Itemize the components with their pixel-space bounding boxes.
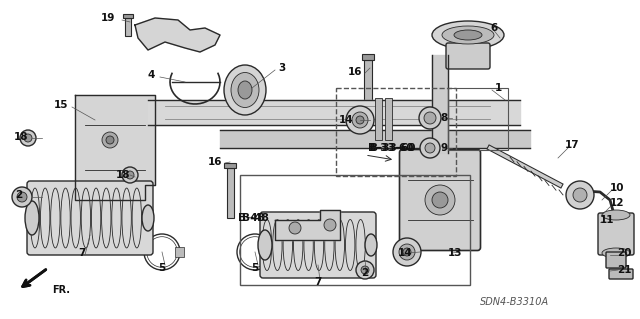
Text: 16: 16 [207,157,222,167]
Circle shape [12,187,32,207]
Circle shape [24,134,32,142]
Text: 1: 1 [495,83,502,93]
Circle shape [393,238,421,266]
Ellipse shape [424,112,436,124]
Bar [385,98,392,140]
Text: 13: 13 [448,248,463,258]
Circle shape [122,167,138,183]
Text: 5: 5 [158,263,166,273]
Bar [364,60,372,115]
Ellipse shape [231,72,259,108]
Text: 7: 7 [314,277,322,287]
Text: 19: 19 [100,13,115,23]
Circle shape [102,132,118,148]
Polygon shape [75,95,155,200]
Ellipse shape [365,234,377,256]
Text: 17: 17 [565,140,580,150]
Bar [227,168,234,218]
Polygon shape [220,130,530,148]
FancyBboxPatch shape [606,252,626,268]
Bar [362,55,374,60]
Text: B-33-60: B-33-60 [370,143,415,153]
Text: 5: 5 [252,263,259,273]
Circle shape [324,219,336,231]
Text: 16: 16 [348,67,362,77]
Ellipse shape [425,143,435,153]
Ellipse shape [238,81,252,99]
Circle shape [17,192,27,202]
FancyBboxPatch shape [598,213,634,255]
Bar [123,14,133,18]
FancyArrowPatch shape [23,270,46,286]
Text: 9: 9 [441,143,448,153]
Circle shape [126,171,134,179]
Polygon shape [148,100,520,125]
Circle shape [346,106,374,134]
Ellipse shape [602,210,630,220]
Text: 6: 6 [490,23,497,33]
Bar [336,88,456,176]
Ellipse shape [602,248,630,258]
Text: 18: 18 [115,170,130,180]
Bar [448,88,508,150]
FancyBboxPatch shape [27,181,153,255]
Circle shape [361,266,369,274]
Bar [125,18,131,36]
FancyBboxPatch shape [446,43,490,69]
Polygon shape [275,210,340,240]
Circle shape [356,261,374,279]
Polygon shape [432,55,448,152]
Circle shape [106,136,114,144]
Text: 11: 11 [600,215,614,225]
Text: B-48: B-48 [238,213,265,223]
Text: FR.: FR. [52,285,70,295]
Text: 21: 21 [617,265,632,275]
Ellipse shape [224,65,266,115]
Text: 15: 15 [54,100,68,110]
Bar [240,175,470,285]
Text: 14: 14 [339,115,353,125]
Ellipse shape [442,26,494,44]
Bar [375,98,382,140]
Ellipse shape [454,30,482,40]
Text: 3: 3 [278,63,285,73]
Ellipse shape [258,230,272,260]
Circle shape [289,222,301,234]
FancyBboxPatch shape [399,150,481,250]
Text: SDN4-B3310A: SDN4-B3310A [480,297,549,307]
Text: 2: 2 [15,190,22,200]
Text: 2: 2 [362,268,369,278]
FancyBboxPatch shape [609,269,633,279]
Text: 8: 8 [441,113,448,123]
Circle shape [573,188,587,202]
Circle shape [425,185,455,215]
Text: 10: 10 [610,183,625,193]
Bar [225,163,236,168]
Ellipse shape [419,107,441,129]
Ellipse shape [142,205,154,231]
Text: B-48: B-48 [242,213,269,223]
Polygon shape [135,18,220,52]
Bar [268,247,276,257]
Circle shape [356,116,364,124]
Circle shape [352,112,368,128]
FancyBboxPatch shape [260,212,376,278]
Text: 12: 12 [610,198,625,208]
Ellipse shape [420,138,440,158]
Text: B-33-60: B-33-60 [368,143,413,153]
Circle shape [20,130,36,146]
Bar [175,247,184,257]
Text: 18: 18 [13,132,28,142]
Text: 4: 4 [148,70,155,80]
Circle shape [566,181,594,209]
Ellipse shape [432,21,504,49]
Ellipse shape [25,201,39,235]
Text: 7: 7 [78,248,86,258]
Text: 14: 14 [397,248,412,258]
Circle shape [399,244,415,260]
Text: 20: 20 [617,248,632,258]
Circle shape [403,248,411,256]
Circle shape [432,192,448,208]
